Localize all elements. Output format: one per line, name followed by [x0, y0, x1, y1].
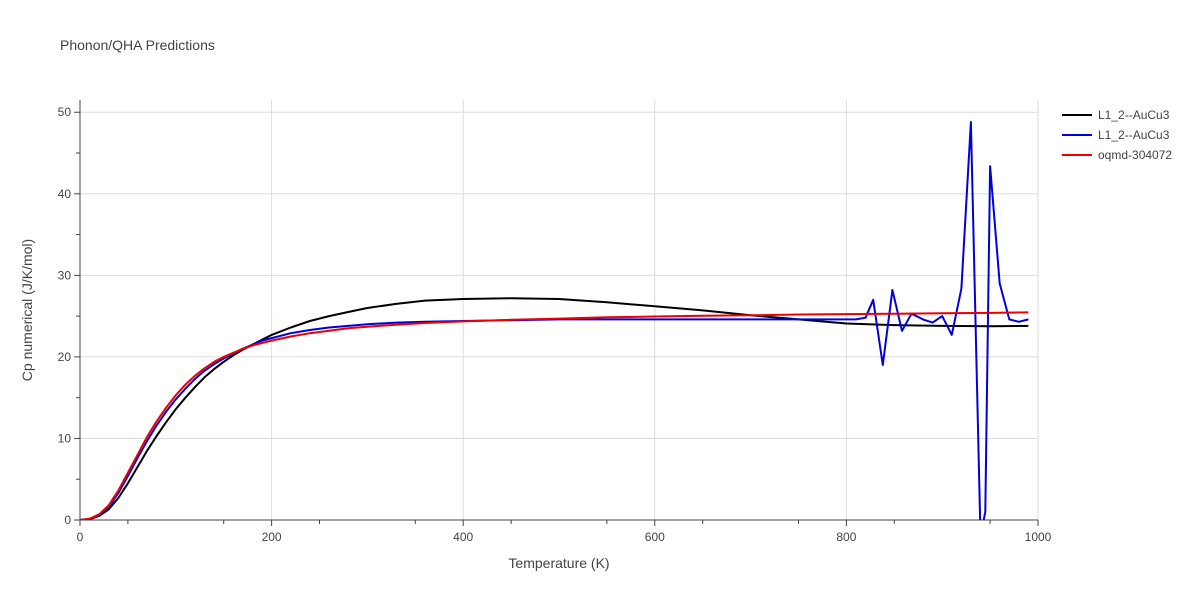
- grid-layer: [80, 100, 1039, 520]
- series-line-1: [80, 297, 1029, 520]
- y-tick-label: 10: [58, 431, 72, 445]
- x-tick-label: 400: [453, 530, 473, 544]
- chart-title: Phonon/QHA Predictions: [60, 37, 215, 53]
- y-tick-label: 0: [64, 513, 71, 527]
- legend-label-2: L1_2--AuCu3: [1098, 128, 1170, 142]
- x-axis-title: Temperature (K): [508, 555, 609, 571]
- y-tick-label: 30: [58, 268, 72, 282]
- legend-label-1: L1_2--AuCu3: [1098, 108, 1170, 122]
- legend-label-3: oqmd-304072: [1098, 148, 1172, 162]
- y-axis-title: Cp numerical (J/K/mol): [19, 239, 35, 381]
- x-tick-label: 600: [645, 530, 665, 544]
- axes-layer: [74, 100, 1039, 526]
- legend: L1_2--AuCu3 L1_2--AuCu3 oqmd-304072: [1062, 108, 1172, 162]
- x-tick-label: 0: [77, 530, 84, 544]
- y-tick-label: 20: [58, 350, 72, 364]
- tick-labels: 0 200 400 600 800 1000 0 10 20 30 40 50: [58, 105, 1052, 544]
- y-tick-label: 40: [58, 187, 72, 201]
- series-line-3: [80, 311, 1029, 520]
- x-tick-label: 800: [836, 530, 856, 544]
- y-tick-label: 50: [58, 105, 72, 119]
- x-tick-label: 1000: [1025, 530, 1052, 544]
- x-tick-label: 200: [262, 530, 282, 544]
- series-layer: [80, 121, 1029, 520]
